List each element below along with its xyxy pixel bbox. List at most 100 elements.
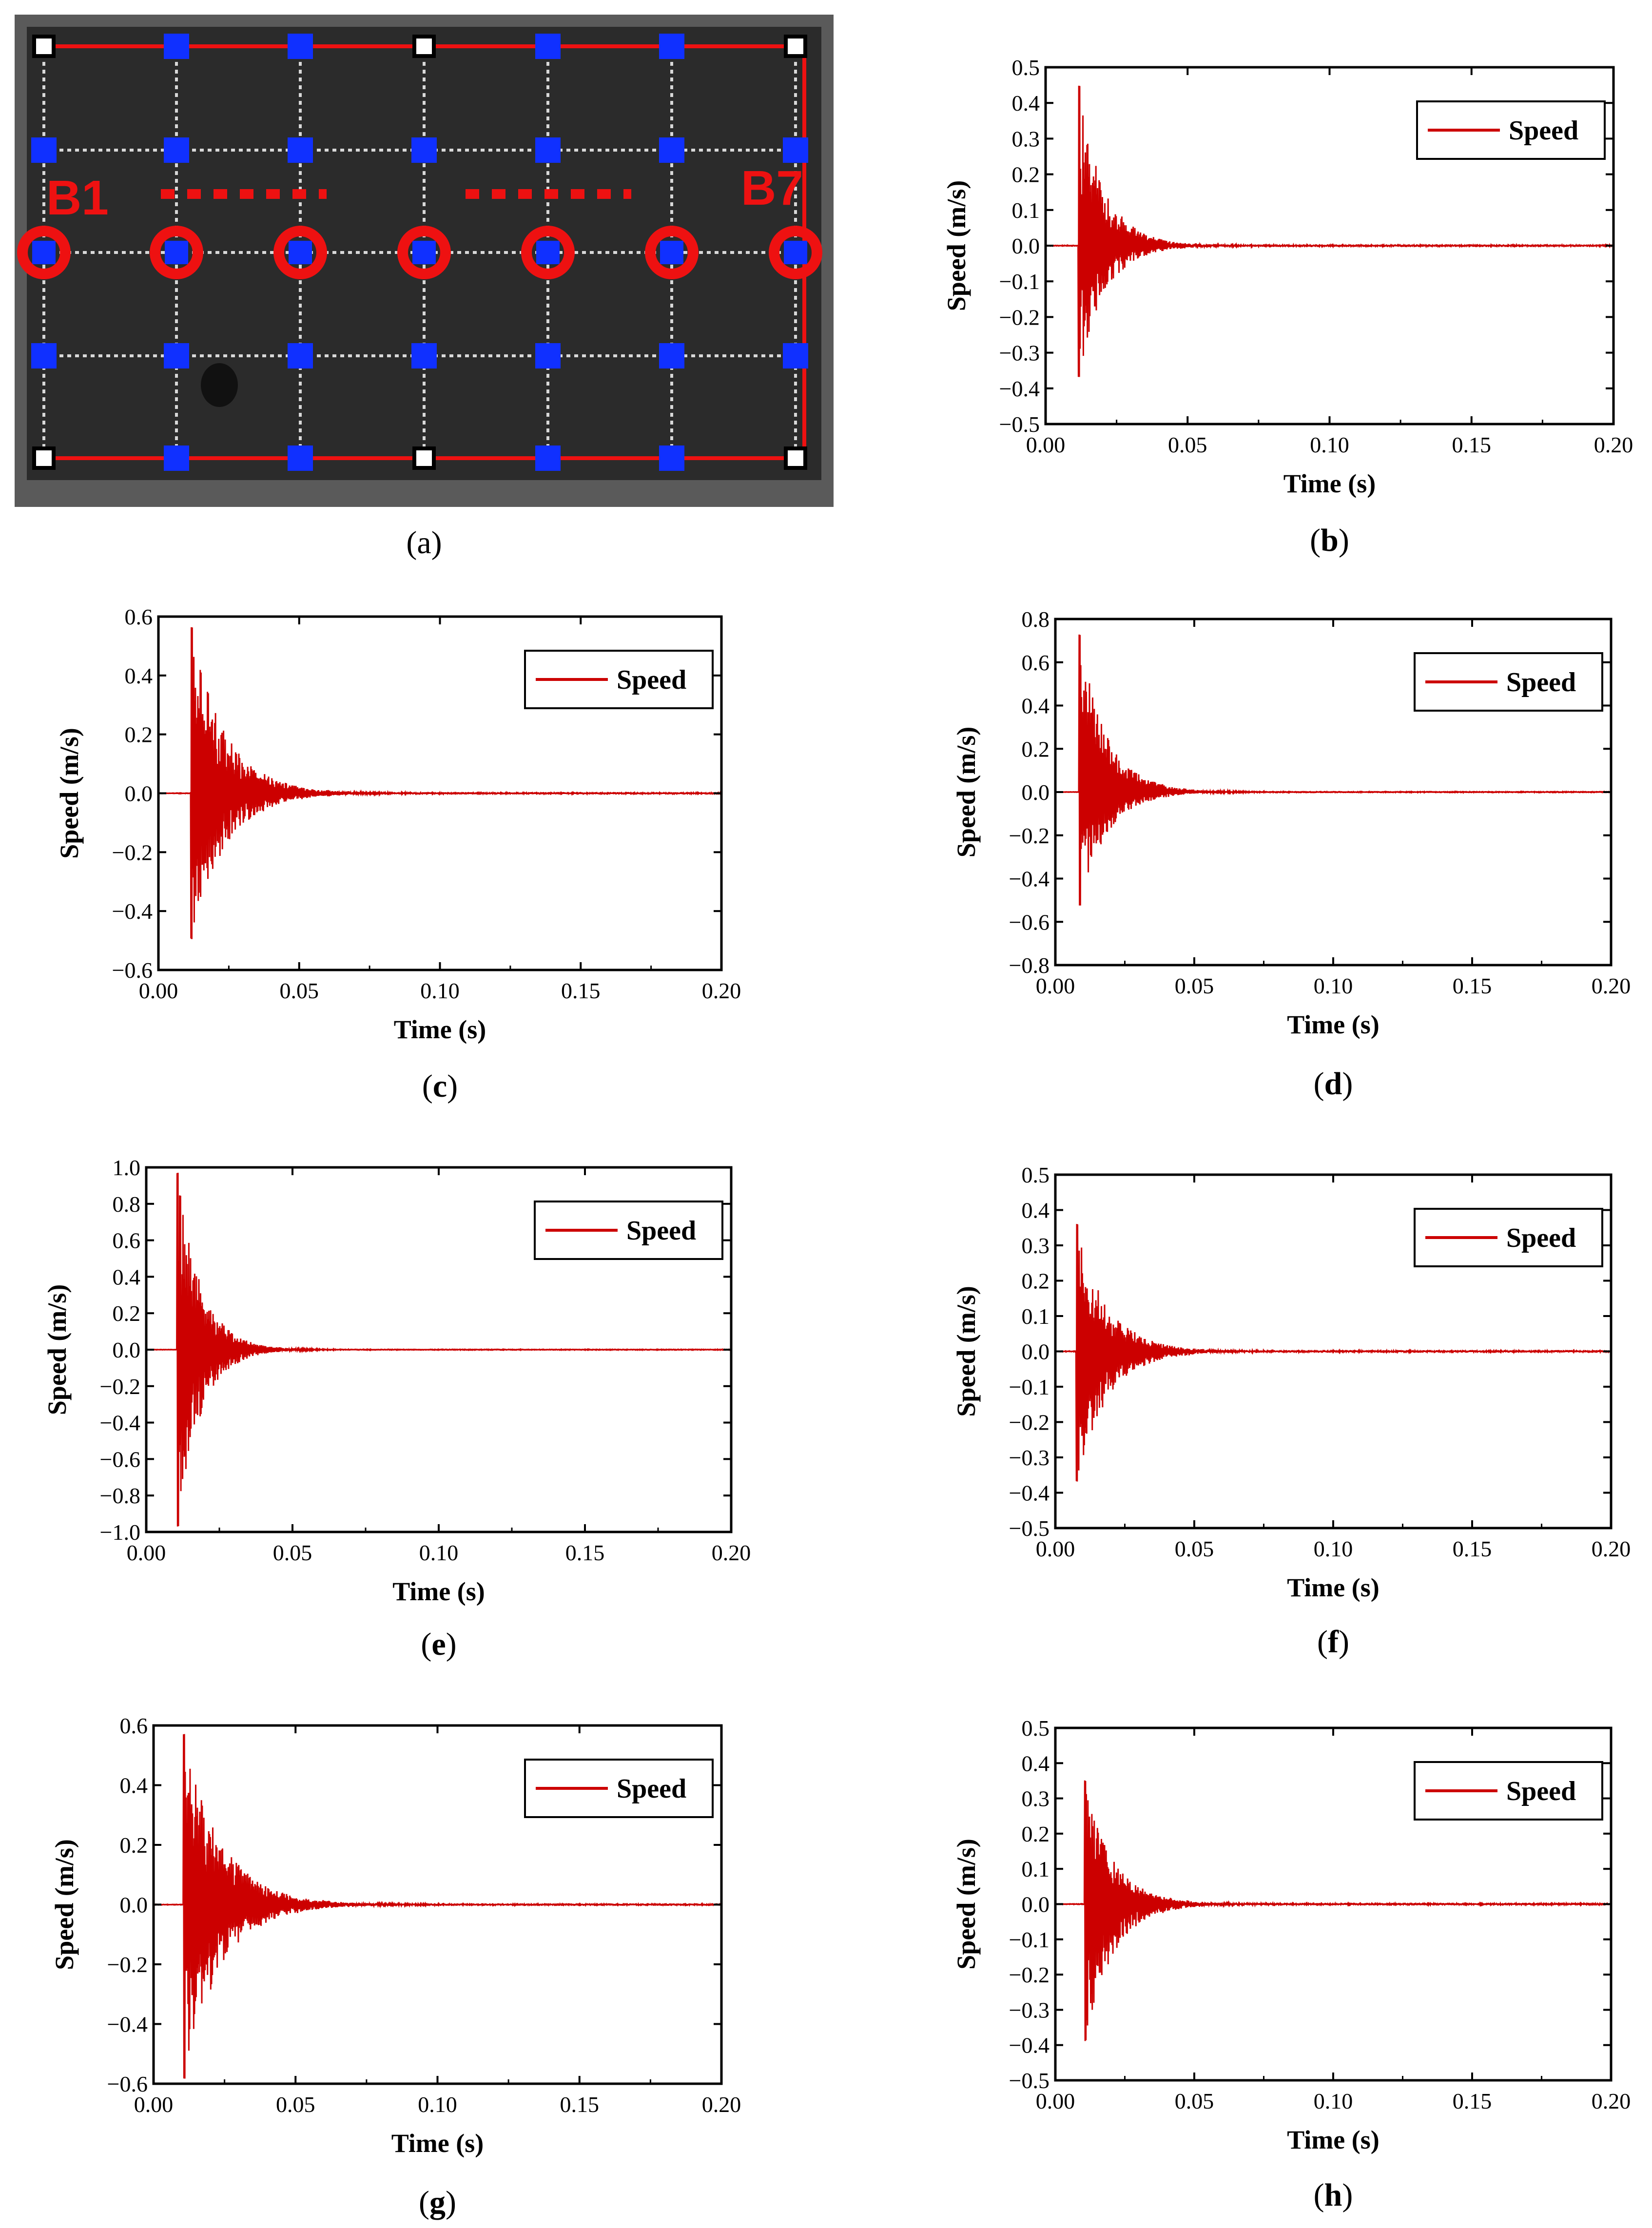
- y-axis-label: Speed (m/s): [942, 180, 971, 311]
- y-tick-label: 0.1: [1022, 1304, 1050, 1329]
- y-tick-label: −0.3: [1009, 1445, 1050, 1470]
- y-tick-label: −0.3: [999, 341, 1040, 366]
- sensor-square: [784, 241, 807, 264]
- sensor-square: [164, 34, 189, 59]
- measurement-point-marker: [17, 226, 71, 279]
- legend: Speed: [524, 1759, 714, 1818]
- corner-support: [416, 450, 432, 466]
- x-tick-label: 0.00: [1036, 973, 1075, 998]
- x-axis-label: Time (s): [1287, 2125, 1379, 2154]
- y-tick-label: 0.5: [1012, 55, 1040, 80]
- y-tick-label: 0.4: [125, 663, 153, 688]
- x-tick-label: 0.10: [418, 2092, 457, 2117]
- y-tick-label: −0.4: [100, 1411, 140, 1435]
- y-tick-label: −0.8: [100, 1483, 140, 1508]
- sensor-square: [535, 34, 561, 59]
- caption-f: (f): [1317, 1624, 1349, 1660]
- legend-label: Speed: [1509, 116, 1578, 146]
- y-tick-label: −0.6: [1009, 910, 1050, 934]
- y-axis-label: Speed (m/s): [952, 1286, 981, 1417]
- x-tick-label: 0.10: [420, 978, 460, 1003]
- x-tick-label: 0.20: [1592, 2089, 1631, 2113]
- y-tick-label: −0.2: [1009, 823, 1050, 848]
- x-axis-label: Time (s): [1287, 1573, 1379, 1602]
- y-tick-label: −0.8: [1009, 953, 1050, 978]
- x-tick-label: 0.20: [702, 978, 741, 1003]
- legend-label: Speed: [617, 1774, 686, 1804]
- x-tick-label: 0.15: [565, 1540, 605, 1565]
- y-axis-label: Speed (m/s): [952, 727, 981, 858]
- label-b7: B7: [741, 161, 803, 215]
- y-tick-label: 0.0: [1012, 233, 1040, 258]
- y-tick-label: 0.6: [113, 1228, 141, 1253]
- sensor-square: [32, 241, 56, 264]
- chart-f: 0.00 0.05 0.10 0.15 0.20 0.5 0.4 0.3 0.2 0.1 0.0 −0…: [952, 1162, 1631, 1660]
- y-tick-label: 0.2: [125, 722, 153, 747]
- x-tick-label: 0.15: [1453, 1536, 1492, 1561]
- y-tick-label: 0.0: [1022, 780, 1050, 805]
- legend-label: Speed: [1506, 667, 1576, 697]
- sensor-square: [288, 34, 313, 59]
- y-axis-label: Speed (m/s): [50, 1839, 79, 1970]
- y-tick-label: 1.0: [113, 1155, 141, 1180]
- measurement-point-marker: [521, 226, 575, 279]
- caption-letter: g: [429, 2185, 446, 2220]
- x-tick-label: 0.05: [273, 1540, 312, 1565]
- x-tick-label: 0.05: [280, 978, 319, 1003]
- y-tick-label: −0.2: [100, 1374, 140, 1399]
- y-tick-label: −0.5: [1009, 1516, 1050, 1541]
- y-axis-label: Speed (m/s): [952, 1839, 981, 1970]
- sensor-square: [411, 343, 437, 368]
- x-tick-label: 0.20: [1592, 973, 1631, 998]
- x-tick-label: 0.20: [702, 2092, 741, 2117]
- chart-d: 0.00 0.05 0.10 0.15 0.20 0.8 0.6 0.4 0.2 0.0 −0.2 −…: [952, 607, 1631, 1102]
- y-tick-label: 0.3: [1022, 1786, 1050, 1811]
- legend-box: [1414, 1208, 1603, 1267]
- y-tick-label: 0.3: [1012, 126, 1040, 151]
- measurement-point-marker: [769, 226, 822, 279]
- x-tick-label: 0.15: [561, 978, 601, 1003]
- corner-support: [416, 39, 432, 54]
- sensor-square: [164, 446, 189, 471]
- caption-c: (c): [422, 1068, 458, 1104]
- corner-support: [36, 39, 52, 54]
- sensor-square: [288, 343, 313, 368]
- measurement-point-marker: [397, 226, 451, 279]
- y-tick-label: −0.2: [999, 305, 1040, 329]
- caption-g: (g): [419, 2185, 456, 2220]
- sensor-square: [659, 343, 684, 368]
- legend-label: Speed: [1506, 1223, 1576, 1253]
- x-tick-label: 0.00: [127, 1540, 166, 1565]
- chart-h: 0.00 0.05 0.10 0.15 0.20 0.5 0.4 0.3 0.2 0.1 0.0 −0…: [952, 1716, 1631, 2213]
- caption-letter: h: [1324, 2177, 1342, 2213]
- sensor-square: [31, 343, 57, 368]
- x-tick-label: 0.05: [1175, 973, 1214, 998]
- legend: Speed: [1414, 1761, 1603, 1821]
- y-tick-label: −0.6: [107, 2072, 148, 2096]
- plate-hole: [201, 363, 238, 407]
- chart-e: 0.00 0.05 0.10 0.15 0.20 1.0 0.8 0.6 0.4 0.2 0.0 −0…: [42, 1155, 751, 1662]
- y-tick-label: 0.2: [1022, 736, 1050, 761]
- sensor-square: [411, 137, 437, 163]
- y-tick-label: −0.4: [1009, 867, 1050, 891]
- x-tick-label: 0.05: [1175, 2089, 1214, 2113]
- y-tick-label: 0.3: [1022, 1233, 1050, 1258]
- x-tick-label: 0.20: [1592, 1536, 1631, 1561]
- sensor-square: [164, 343, 189, 368]
- y-tick-label: 0.0: [1022, 1892, 1050, 1917]
- y-tick-label: −0.2: [107, 1952, 148, 1977]
- x-tick-label: 0.05: [1175, 1536, 1214, 1561]
- caption-a: (a): [406, 525, 442, 561]
- y-tick-label: 0.4: [1022, 694, 1050, 718]
- caption-letter: f: [1328, 1624, 1339, 1660]
- x-tick-label: 0.10: [1310, 432, 1349, 457]
- x-tick-label: 0.00: [139, 978, 178, 1003]
- y-tick-label: 0.2: [1012, 162, 1040, 187]
- y-tick-label: 0.8: [1022, 607, 1050, 632]
- sensor-square: [783, 137, 808, 163]
- chart-c: 0.00 0.05 0.10 0.15 0.20 0.6 0.4 0.2 0.0 −0.2 −0.4…: [55, 604, 741, 1104]
- legend-label: Speed: [1506, 1776, 1576, 1806]
- legend: Speed: [1416, 100, 1606, 160]
- sensor-square: [164, 137, 189, 163]
